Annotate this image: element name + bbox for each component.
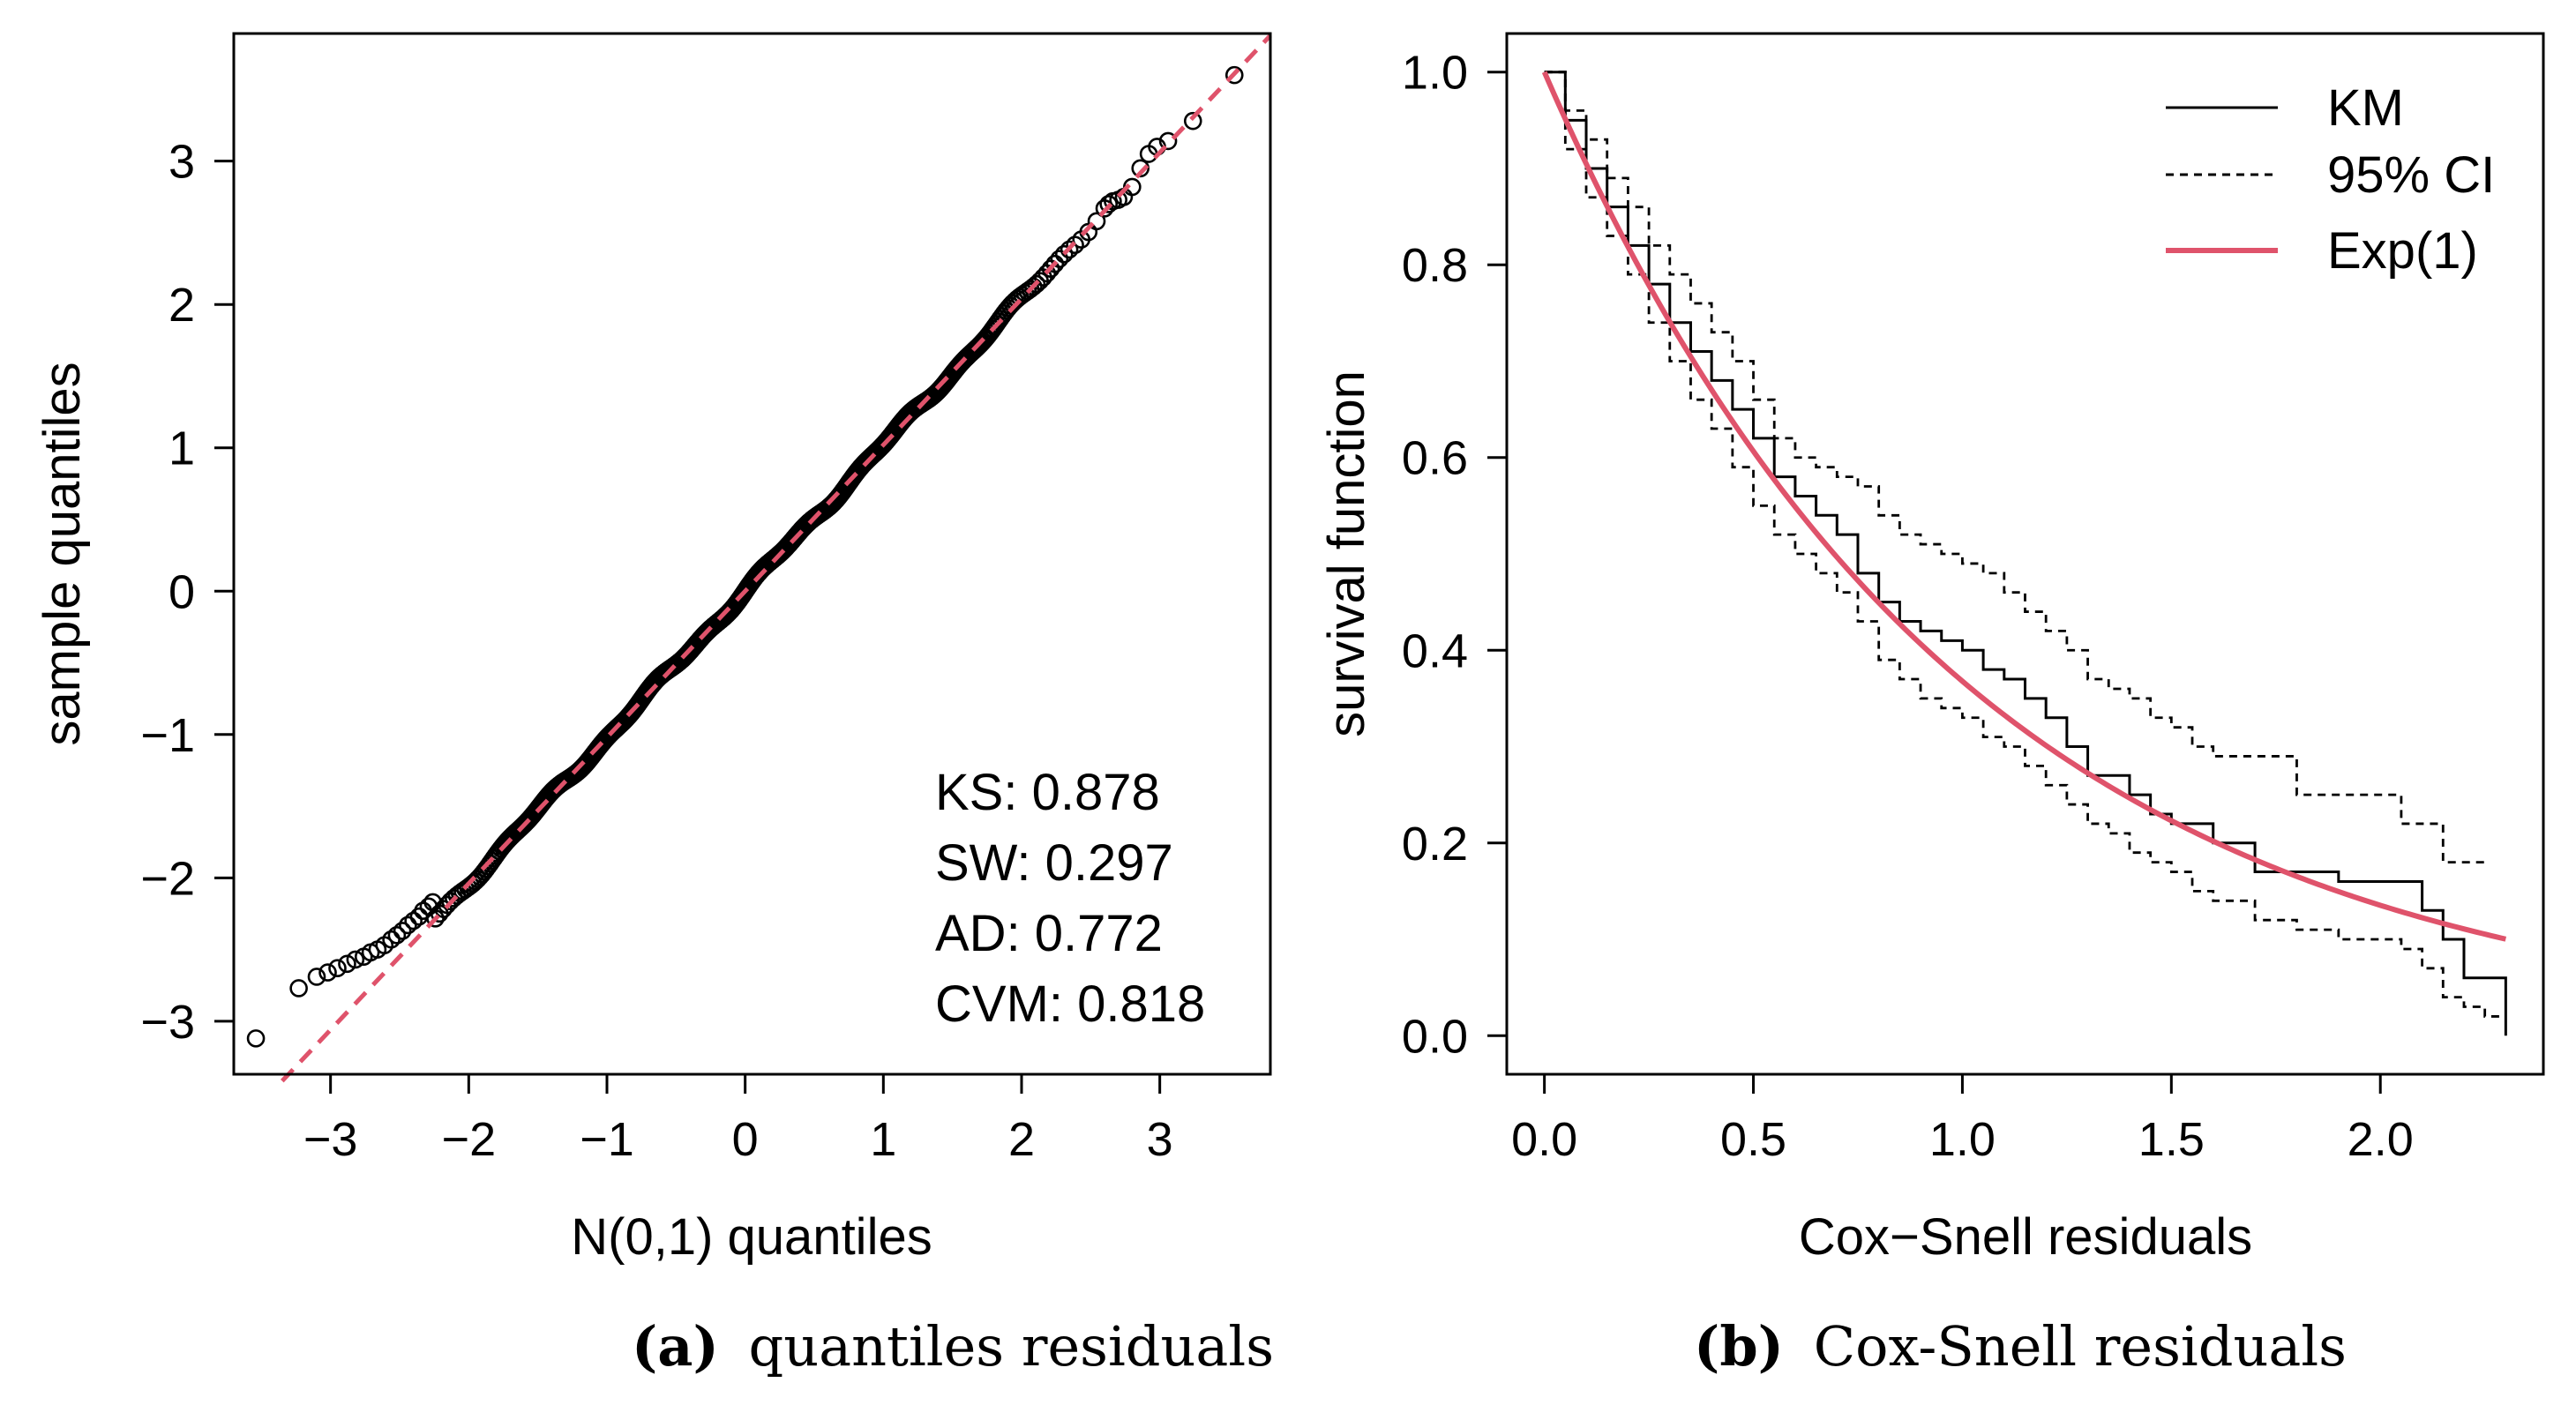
caption-b-label: (b) xyxy=(1694,1314,1784,1379)
legend-exp-label: Exp(1) xyxy=(2327,222,2478,280)
svg-text:(a) quantiles residual: (a) quantiles residuals xyxy=(632,1314,1274,1379)
qq-point xyxy=(1183,111,1202,131)
cox-snell-x-tick-label: 1.0 xyxy=(1929,1113,1996,1166)
caption-b-text: Cox-Snell residuals xyxy=(1814,1314,2347,1379)
cox-snell-y-axis: 0.0 0.2 0.4 0.6 0.8 1.0 xyxy=(1402,47,1509,1063)
qq-point xyxy=(1099,195,1118,213)
qq-point xyxy=(387,926,407,945)
qq-point xyxy=(1087,212,1106,231)
qq-x-tick-label: 3 xyxy=(1147,1113,1173,1166)
caption-a-label: (a) xyxy=(632,1314,719,1379)
cox-snell-y-tick-label: 0.8 xyxy=(1402,239,1468,292)
cox-snell-x-tick-label: 2.0 xyxy=(2348,1113,2414,1166)
cox-snell-y-tick-label: 1.0 xyxy=(1402,47,1468,100)
qq-x-tick-label: −2 xyxy=(442,1113,497,1166)
qq-x-tick-label: −3 xyxy=(303,1113,358,1166)
qq-y-axis-label: sample quantiles xyxy=(34,362,91,745)
ci-upper-line xyxy=(1544,71,2485,864)
qq-x-tick-label: 0 xyxy=(732,1113,759,1166)
qq-x-axis-label: N(0,1) quantiles xyxy=(571,1208,932,1266)
qq-point xyxy=(404,911,423,930)
qq-point xyxy=(307,968,326,986)
qq-y-tick-label: −2 xyxy=(140,852,195,905)
fit-statistics: KS: 0.878 SW: 0.297 AD: 0.772 CVM: 0.818 xyxy=(935,764,1205,1033)
qq-y-tick-label: 2 xyxy=(168,279,195,332)
qq-point xyxy=(346,950,365,969)
cvm-statistic: CVM: 0.818 xyxy=(935,975,1205,1033)
caption-a-text: quantiles residuals xyxy=(749,1314,1275,1379)
cox-snell-y-tick-label: 0.0 xyxy=(1402,1010,1468,1063)
cox-snell-y-tick-label: 0.4 xyxy=(1402,624,1468,677)
legend-km-label: KM xyxy=(2327,79,2404,137)
qq-point xyxy=(1158,131,1178,151)
qq-y-tick-label: −3 xyxy=(140,996,195,1049)
cox-snell-y-tick-label: 0.2 xyxy=(1402,818,1468,871)
qq-y-tick-label: −1 xyxy=(140,709,195,762)
qq-point xyxy=(318,963,337,982)
caption-b: (b) Cox-Snell residuals xyxy=(1694,1314,2347,1379)
cox-snell-y-axis-label: survival function xyxy=(1318,370,1375,737)
qq-point xyxy=(393,922,412,940)
cox-snell-x-tick-label: 0.0 xyxy=(1511,1113,1577,1166)
qq-reference-line xyxy=(281,34,1272,1083)
cox-snell-lines-layer xyxy=(1541,71,2507,1036)
qq-plot-panel: −3 −2 −1 0 1 2 3 −3 −2 −1 0 1 2 3 N(0,1) quantiles s… xyxy=(34,32,1274,1379)
sw-statistic: SW: 0.297 xyxy=(935,834,1173,892)
ks-statistic: KS: 0.878 xyxy=(935,764,1160,821)
qq-x-tick-label: 1 xyxy=(870,1113,896,1166)
qq-x-tick-label: 2 xyxy=(1008,1113,1035,1166)
cox-snell-x-axis-label: Cox−Snell residuals xyxy=(1799,1208,2252,1266)
qq-point xyxy=(399,915,417,935)
svg-text:(b) Cox-Snell residual: (b) Cox-Snell residuals xyxy=(1694,1314,2347,1379)
qq-x-tick-label: −1 xyxy=(580,1113,634,1166)
qq-point xyxy=(1066,235,1084,255)
legend: KM 95% CI Exp(1) xyxy=(2166,79,2495,280)
cox-snell-y-tick-label: 0.6 xyxy=(1402,432,1468,485)
cox-snell-panel: 0.0 0.5 1.0 1.5 2.0 0.0 0.2 0.4 0.6 0.8 1.0 Cox−S… xyxy=(1318,32,2545,1379)
qq-point xyxy=(1224,65,1244,85)
qq-points-layer xyxy=(246,65,1244,1048)
qq-point xyxy=(423,893,442,912)
qq-x-axis: −3 −2 −1 0 1 2 3 xyxy=(303,1072,1173,1166)
qq-point xyxy=(246,1029,266,1048)
cox-snell-x-axis: 0.0 0.5 1.0 1.5 2.0 xyxy=(1511,1072,2414,1166)
qq-y-tick-label: 0 xyxy=(168,565,195,618)
qq-point xyxy=(1050,250,1069,268)
qq-y-axis: −3 −2 −1 0 1 2 3 xyxy=(140,136,236,1049)
cox-snell-x-tick-label: 1.5 xyxy=(2138,1113,2205,1166)
qq-point xyxy=(1131,159,1150,178)
exp1-curve xyxy=(1541,71,2507,942)
qq-y-tick-label: 1 xyxy=(168,422,195,475)
qq-point xyxy=(419,897,438,916)
qq-point xyxy=(382,930,401,949)
qq-point xyxy=(1123,177,1142,197)
qq-point xyxy=(289,979,308,998)
qq-point xyxy=(1024,277,1043,296)
cox-snell-x-tick-label: 0.5 xyxy=(1720,1113,1786,1166)
ci-lower-line xyxy=(1544,71,2506,1018)
qq-point xyxy=(1045,254,1065,273)
qq-point xyxy=(1054,244,1074,264)
ad-statistic: AD: 0.772 xyxy=(935,905,1163,962)
qq-point xyxy=(1060,240,1079,259)
km-line xyxy=(1544,71,2507,1036)
caption-a: (a) quantiles residuals xyxy=(632,1314,1274,1379)
legend-ci-label: 95% CI xyxy=(2327,146,2495,204)
qq-y-tick-label: 3 xyxy=(168,136,195,189)
qq-point xyxy=(328,959,347,978)
qq-reference-line-layer xyxy=(281,34,1272,1083)
